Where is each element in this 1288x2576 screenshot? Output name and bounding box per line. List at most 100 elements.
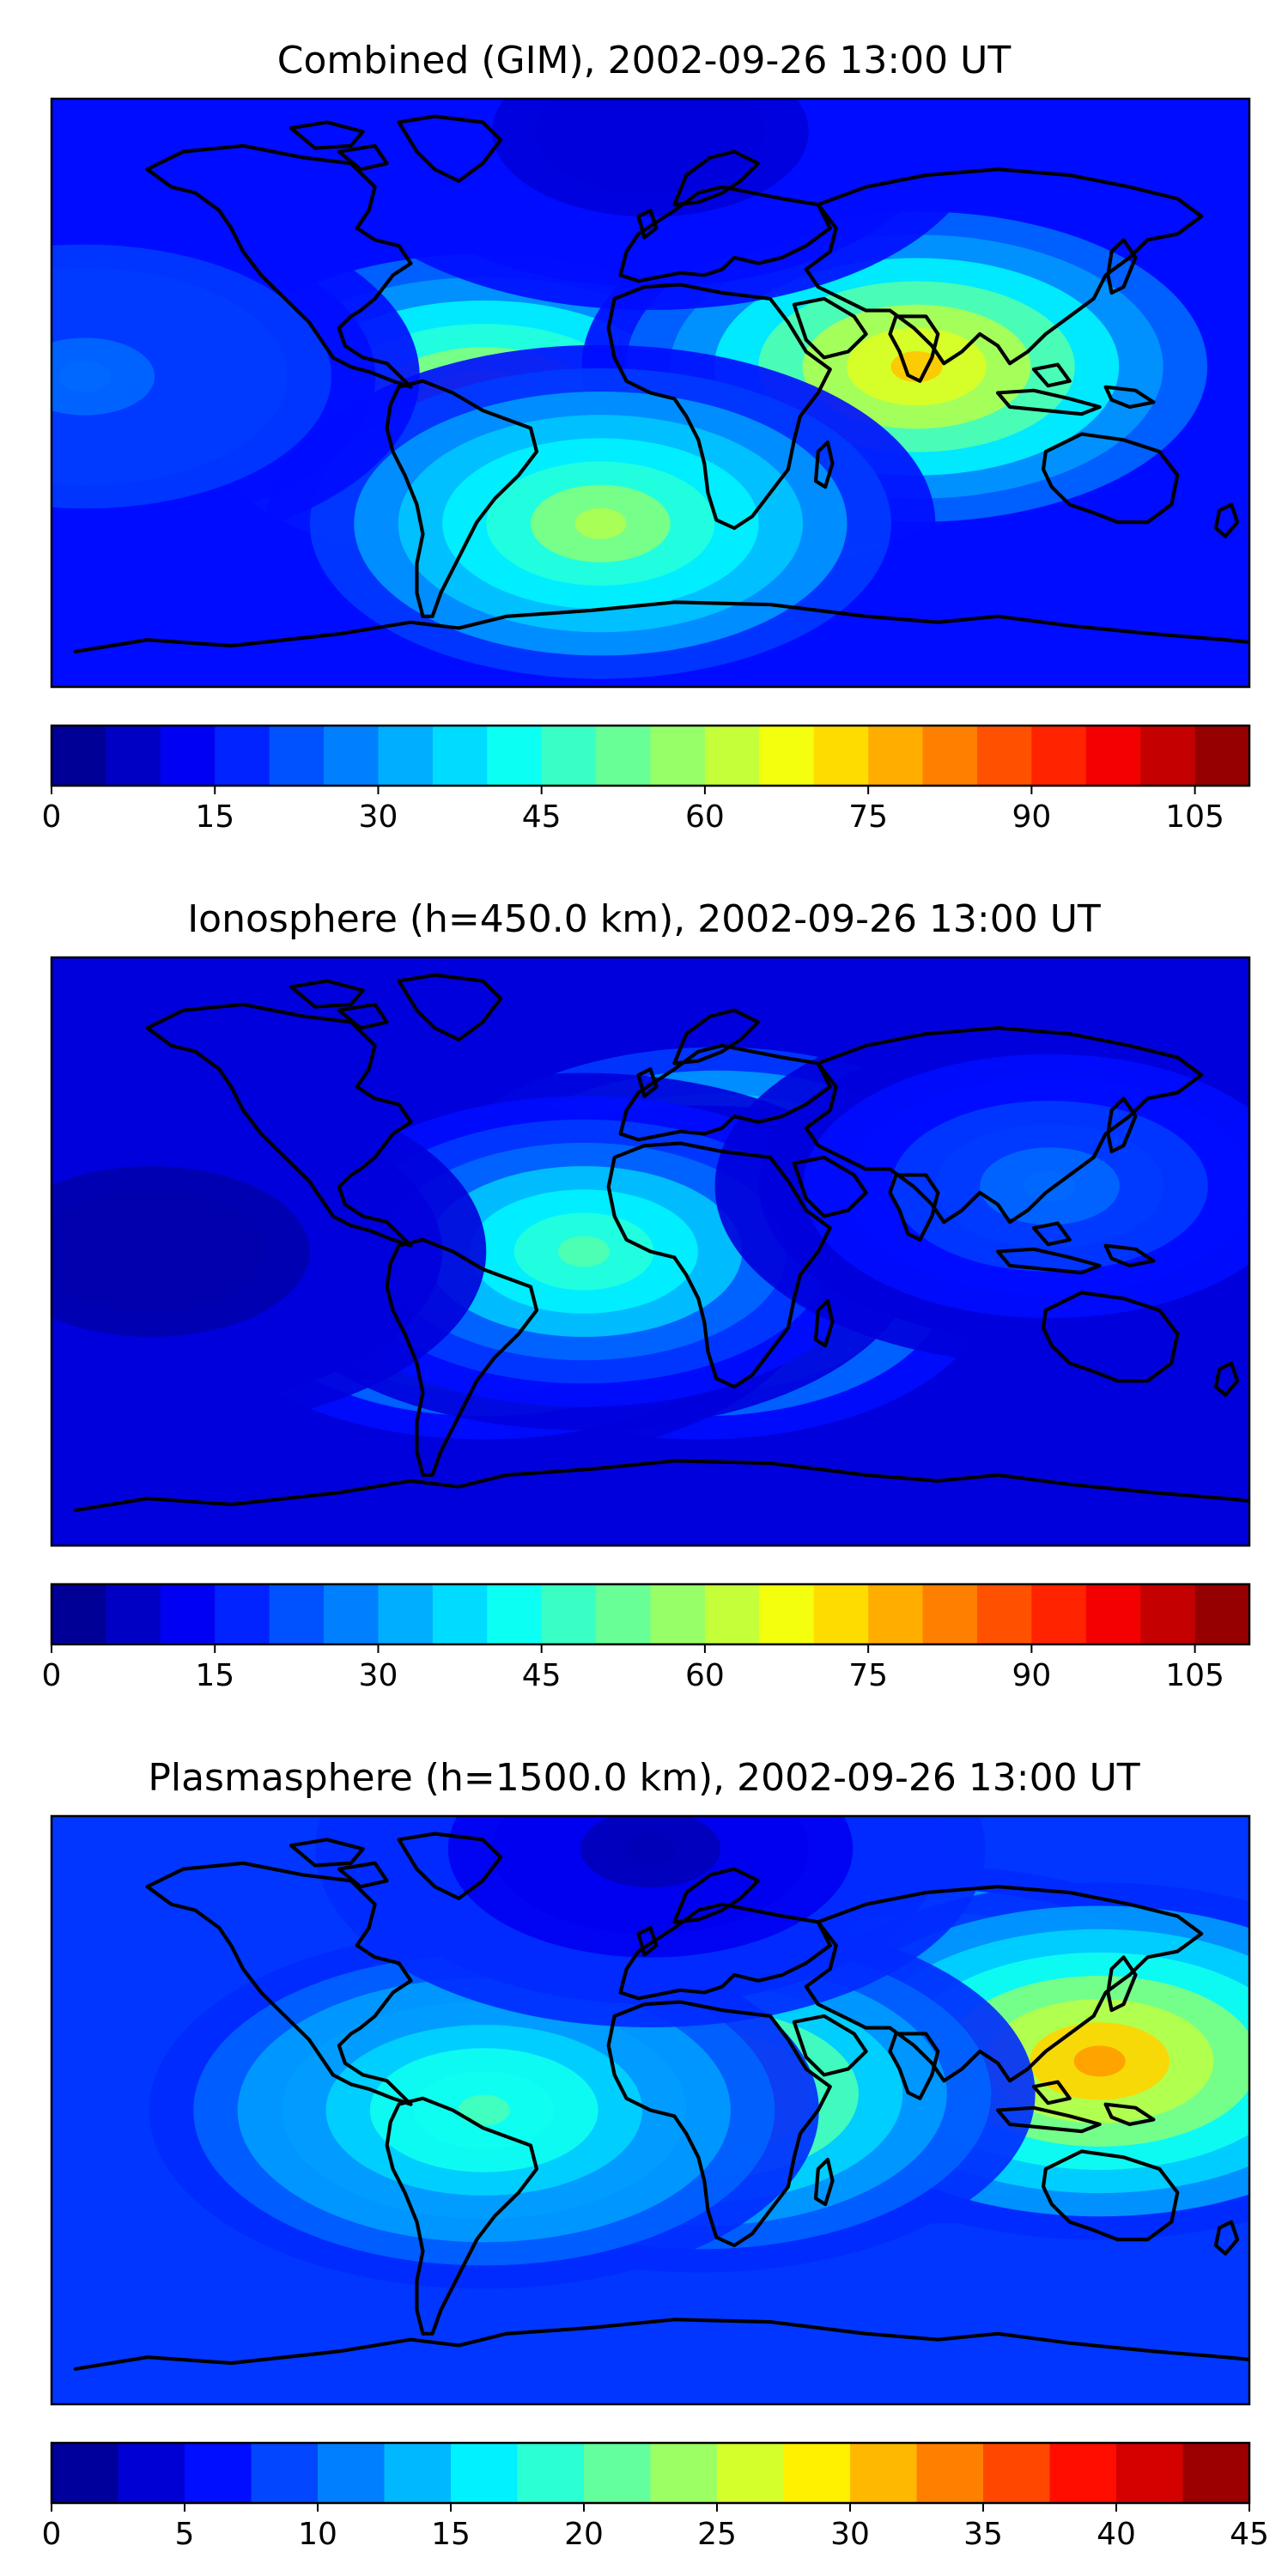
plasmasphere-panel: Plasmasphere (h=1500.0 km), 2002-09-26 1…	[42, 1756, 1269, 2552]
colorbar-segment	[251, 2443, 319, 2503]
colorbar-tick-label: 0	[42, 799, 62, 835]
colorbar-tick-label: 60	[685, 1658, 725, 1693]
colorbar-segment	[1049, 2443, 1117, 2503]
colorbar-frame	[50, 724, 1251, 787]
colorbar-segment	[868, 726, 924, 786]
colorbar-segment	[922, 726, 978, 786]
colorbar-tick-label: 25	[697, 2517, 737, 2552]
colorbar-segment	[378, 726, 434, 786]
map-frame	[50, 1814, 1251, 2406]
colorbar-segment	[976, 1584, 1032, 1644]
colorbar-tick-label: 90	[1012, 799, 1051, 835]
colorbar-segment	[916, 2443, 984, 2503]
colorbar-segment	[451, 2443, 518, 2503]
field-feature	[52, 197, 420, 556]
panel-title: Ionosphere (h=450.0 km), 2002-09-26 13:0…	[187, 897, 1101, 941]
colorbar-tick-label: 20	[564, 2517, 604, 2552]
ionosphere-panel: Ionosphere (h=450.0 km), 2002-09-26 13:0…	[42, 897, 1251, 1693]
colorbar-segment	[850, 2443, 917, 2503]
colorbar-segment	[650, 2443, 718, 2503]
colorbar-segment	[813, 1584, 869, 1644]
colorbar-segment	[976, 726, 1032, 786]
colorbar-tick-label: 0	[42, 2517, 62, 2552]
colorbar-tick-label: 45	[1230, 2517, 1269, 2552]
colorbar-segment	[215, 1584, 270, 1644]
colorbar-frame	[50, 2441, 1251, 2505]
colorbar-segment	[759, 726, 815, 786]
colorbar-segment	[1182, 2443, 1250, 2503]
colorbar-tick-label: 5	[175, 2517, 195, 2552]
colorbar-segment	[1085, 1584, 1141, 1644]
colorbar: 0 15 30 45 60 75 90 105	[42, 1583, 1251, 1693]
colorbar-tick-label: 35	[963, 2517, 1003, 2552]
colorbar-tick-label: 105	[1165, 1658, 1224, 1693]
colorbar-tick-label: 10	[298, 2517, 337, 2552]
field-feature	[714, 1007, 1249, 1365]
panel-title: Combined (GIM), 2002-09-26 13:00 UT	[277, 39, 1012, 82]
colorbar-segment	[1085, 726, 1141, 786]
colorbar-tick-label: 45	[522, 1658, 562, 1693]
colorbar-segment	[384, 2443, 452, 2503]
colorbar-tick-label: 90	[1012, 1658, 1051, 1693]
colorbar-segment	[269, 1584, 325, 1644]
colorbar-segment	[517, 2443, 585, 2503]
colorbar-segment	[324, 1584, 379, 1644]
colorbar-segment	[704, 1584, 760, 1644]
colorbar-tick-label: 30	[359, 799, 398, 835]
colorbar-segment	[813, 726, 869, 786]
colorbar: 0 5 10 15 20 25 30 35 40 45	[42, 2441, 1269, 2552]
colorbar-segment	[106, 1584, 161, 1644]
colorbar-segment	[596, 726, 651, 786]
colorbar-segment	[650, 1584, 706, 1644]
map-frame	[50, 97, 1251, 689]
colorbar-segment	[487, 726, 543, 786]
colorbar-tick-label: 30	[359, 1658, 398, 1693]
colorbar-segment	[52, 2443, 118, 2503]
colorbar-segment	[378, 1584, 434, 1644]
colorbar-segment	[487, 1584, 543, 1644]
colorbar-tick-label: 45	[522, 799, 562, 835]
colorbar-segment	[868, 1584, 924, 1644]
map-area	[50, 1814, 1251, 2406]
colorbar-tick-label: 15	[431, 2517, 471, 2552]
colorbar-segment	[1140, 1584, 1196, 1644]
colorbar-frame	[50, 1583, 1251, 1646]
map-frame	[50, 956, 1251, 1547]
colorbar-tick-label: 75	[848, 1658, 888, 1693]
colorbar-segment	[717, 2443, 784, 2503]
colorbar-tick-label: 15	[195, 1658, 234, 1693]
colorbar-segment	[1031, 726, 1087, 786]
colorbar-segment	[432, 726, 488, 786]
colorbar-tick-label: 75	[848, 799, 888, 835]
colorbar-segment	[318, 2443, 385, 2503]
colorbar-segment	[1116, 2443, 1183, 2503]
colorbar-segment	[983, 2443, 1050, 2503]
colorbar-segment	[160, 1584, 216, 1644]
colorbar-tick-label: 30	[830, 2517, 870, 2552]
colorbar-segment	[215, 726, 270, 786]
colorbar-segment	[52, 726, 106, 786]
field-feature	[52, 1072, 487, 1431]
colorbar-segment	[106, 726, 161, 786]
colorbar-segment	[160, 726, 216, 786]
colorbar-tick-label: 0	[42, 1658, 62, 1693]
colorbar-segment	[324, 726, 379, 786]
colorbar-segment	[1194, 1584, 1250, 1644]
colorbar-segment	[541, 726, 597, 786]
colorbar-segment	[1140, 726, 1196, 786]
colorbar-segment	[783, 2443, 851, 2503]
field-feature	[315, 1816, 986, 2027]
colorbar-segment	[704, 726, 760, 786]
field-feature	[265, 344, 936, 687]
colorbar-segment	[541, 1584, 597, 1644]
colorbar-segment	[596, 1584, 651, 1644]
colorbar-segment	[432, 1584, 488, 1644]
colorbar-segment	[52, 1584, 106, 1644]
colorbar-segment	[1194, 726, 1250, 786]
colorbar-segment	[584, 2443, 651, 2503]
map-area	[50, 97, 1251, 689]
combined-gim-panel: Combined (GIM), 2002-09-26 13:00 UT 0 15 3…	[42, 39, 1251, 835]
colorbar-segment	[185, 2443, 252, 2503]
colorbar-segment	[650, 726, 706, 786]
